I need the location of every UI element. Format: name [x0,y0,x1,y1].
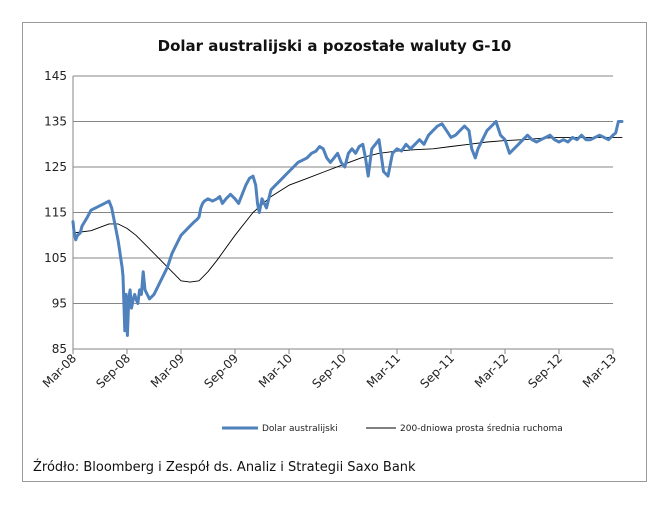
axes [72,76,614,354]
x-tick-label: Mar-13 [580,351,619,390]
x-tick-label: Sep-09 [201,351,241,391]
legend: Dolar australijski 200-dniowa prosta śred… [222,423,563,434]
x-tick-label: Mar-11 [364,351,403,390]
x-tick-label: Mar-08 [40,351,79,390]
series-lines [71,120,624,337]
y-tick-label: 85 [52,342,67,356]
x-axis-ticks: Mar-08 Sep-08 Mar-09 Sep-09 Mar-10 Sep-10 Mar-… [40,351,619,391]
x-tick-label: Mar-09 [148,351,187,390]
y-tick-label: 125 [44,160,67,174]
gridlines [73,75,613,304]
legend-label-ma: 200-dniowa prosta średnia ruchoma [400,423,563,434]
source-note: Źródło: Bloomberg i Zespół ds. Analiz i … [33,460,416,475]
y-tick-label: 135 [44,115,67,129]
series-line-dolar-australijski [71,120,624,337]
legend-label-aud: Dolar australijski [262,424,338,434]
chart-frame: Dolar australijski a pozostałe waluty G-… [22,22,647,482]
y-axis-ticks: 145 135 125 115 105 95 85 [44,69,67,356]
x-tick-label: Sep-08 [93,351,133,391]
y-tick-label: 95 [52,297,67,311]
series-line-200-day-ma [72,136,623,283]
x-tick-label: Sep-10 [309,351,349,391]
x-tick-label: Sep-12 [525,351,565,391]
x-tick-label: Mar-12 [472,351,511,390]
y-tick-label: 115 [44,206,67,220]
x-tick-label: Mar-10 [256,351,295,390]
chart-title: Dolar australijski a pozostałe waluty G-… [157,37,512,55]
x-tick-label: Sep-11 [417,351,457,391]
y-tick-label: 145 [44,69,67,83]
chart-canvas: 145 135 125 115 105 95 85 Mar-08 Sep-08 Mar-09 Se… [40,69,624,434]
y-tick-label: 105 [44,251,67,265]
